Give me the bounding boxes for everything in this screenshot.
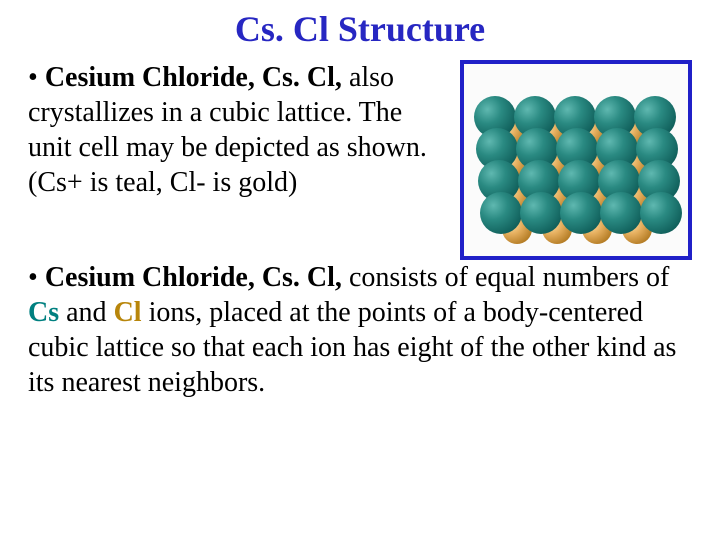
cs-label: Cs <box>28 297 59 328</box>
cl-label: Cl <box>114 297 142 328</box>
cs-sphere <box>600 192 642 234</box>
cs-sphere <box>480 192 522 234</box>
bullet-2: Cesium Chloride, Cs. Cl, consists of equ… <box>28 260 692 400</box>
page-title: Cs. Cl Structure <box>28 8 692 50</box>
bullet-2-lead: Cesium Chloride, Cs. Cl, <box>45 262 342 293</box>
bullet-1-note: (Cs+ is teal, Cl- is gold) <box>28 167 297 198</box>
cs-sphere <box>520 192 562 234</box>
cs-sphere <box>560 192 602 234</box>
crystal-figure <box>460 60 692 260</box>
bullet-2-body-a: consists of equal numbers of <box>342 262 669 293</box>
bullet-2-body-b: and <box>59 297 113 328</box>
bullet-1: Cesium Chloride, Cs. Cl, also crystalliz… <box>28 60 448 200</box>
cs-sphere <box>640 192 682 234</box>
bullet-1-lead: Cesium Chloride, Cs. Cl, <box>45 62 342 93</box>
